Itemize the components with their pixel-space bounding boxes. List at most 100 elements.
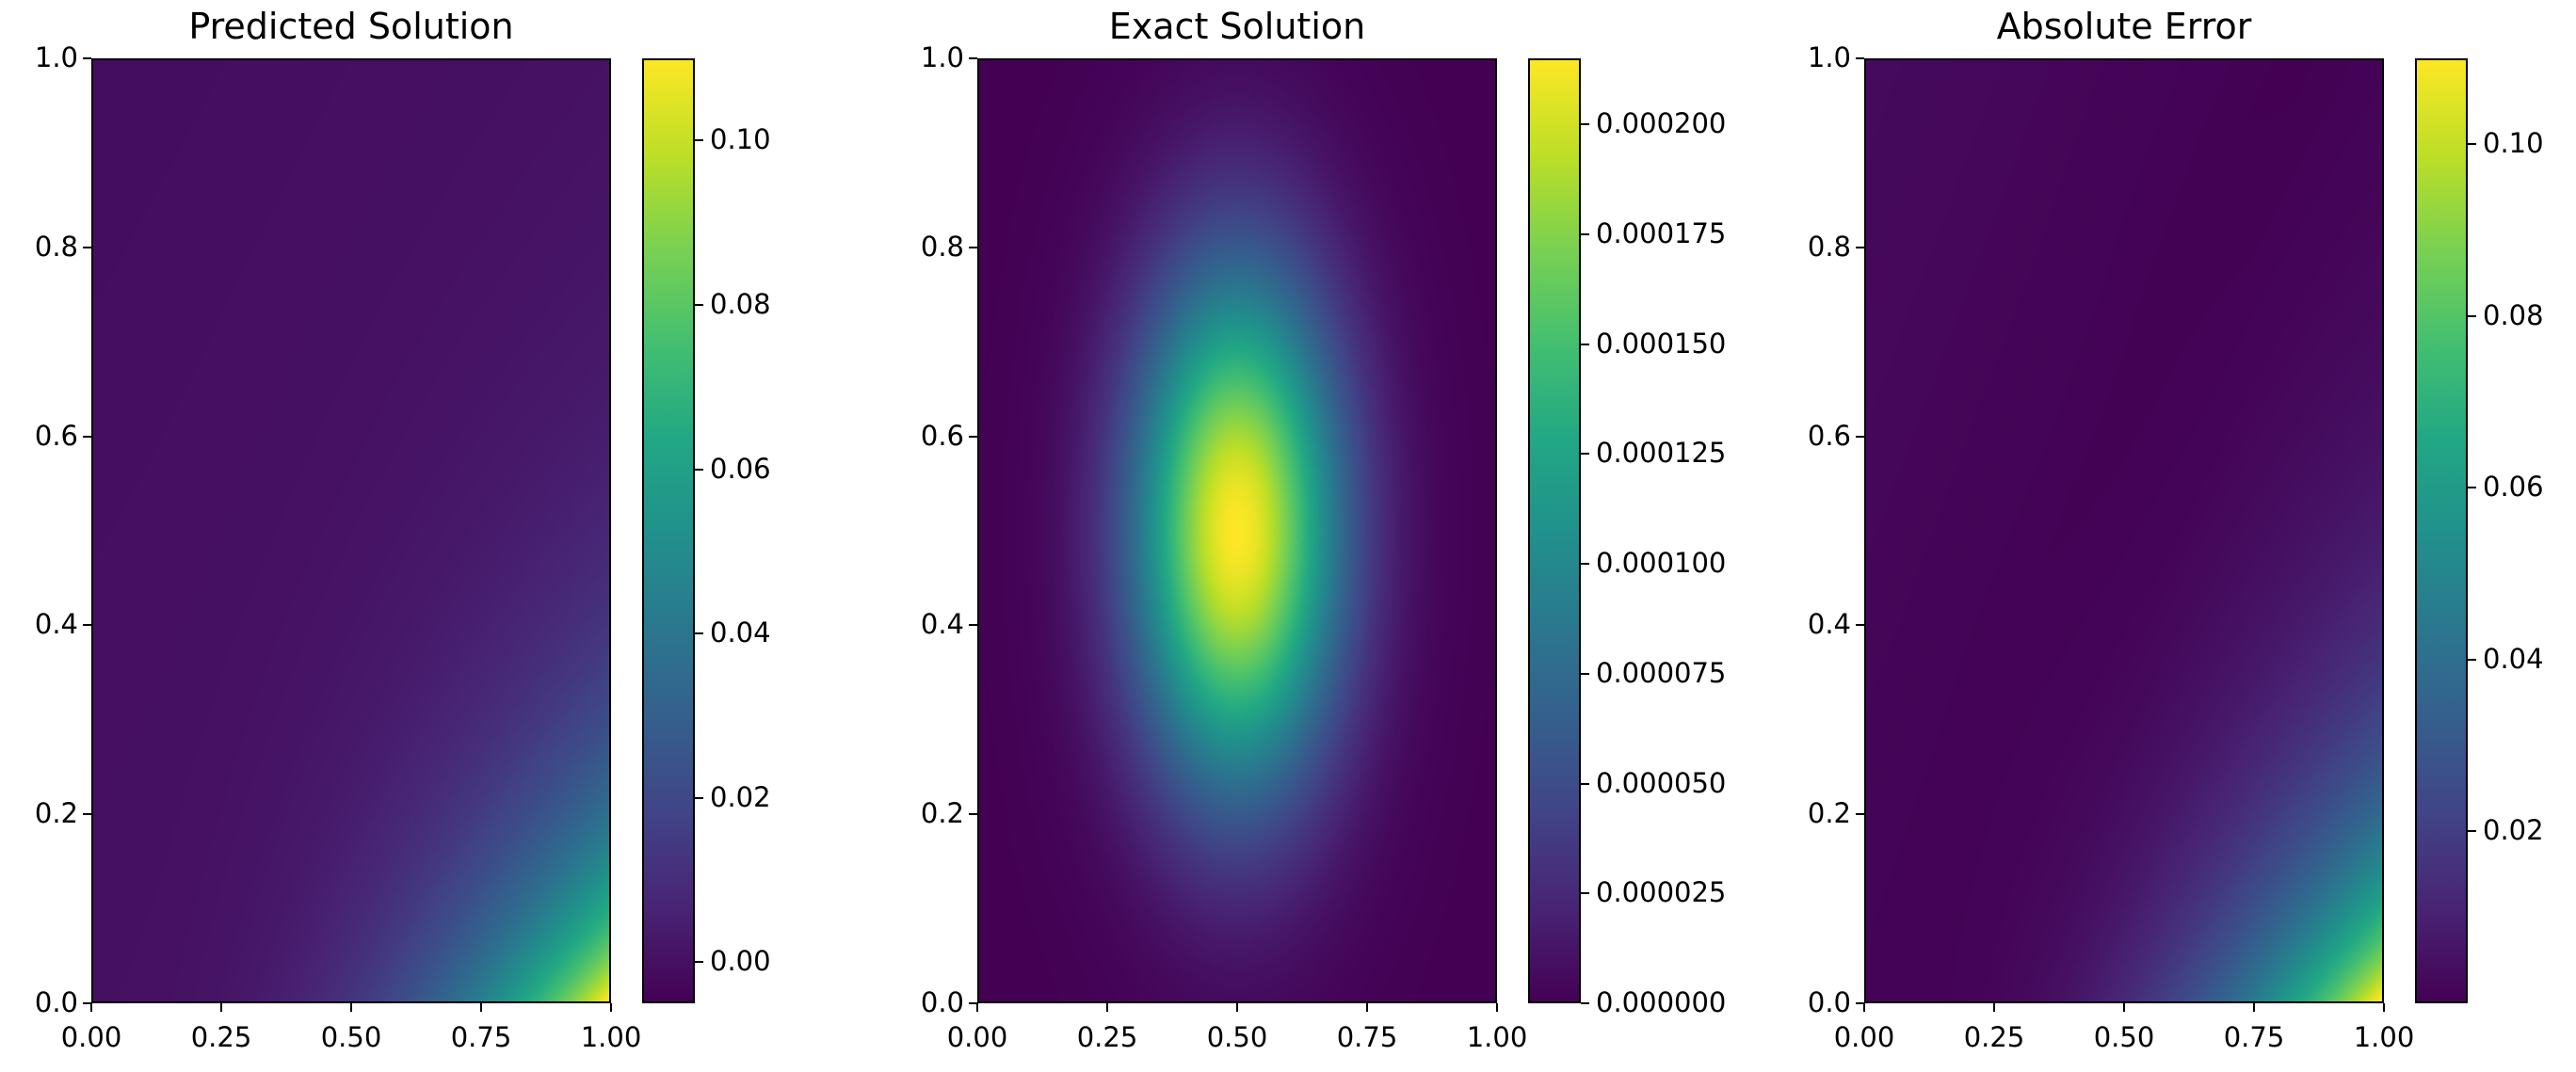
y-tick-mark — [969, 813, 977, 816]
y-tick-label: 0.2 — [1807, 797, 1851, 830]
colorbar-tick-label: 0.000200 — [1596, 107, 1727, 140]
x-tick-mark — [480, 1003, 482, 1012]
x-tick-mark — [1993, 1003, 1995, 1012]
colorbar-tick-mark — [695, 139, 703, 142]
heatmap-plot-area — [91, 58, 611, 1003]
chart-title: Predicted Solution — [188, 6, 514, 47]
colorbar-tick-mark — [2468, 830, 2476, 833]
colorbar-tick-mark — [1581, 1002, 1589, 1004]
colorbar-tick-mark — [2468, 658, 2476, 661]
colorbar-tick-label: 0.04 — [2483, 642, 2544, 675]
y-tick-mark — [1856, 1002, 1864, 1004]
y-tick-mark — [969, 1002, 977, 1004]
colorbar-tick-label: 0.000150 — [1596, 327, 1727, 360]
y-tick-mark — [83, 246, 91, 248]
colorbar-tick-label: 0.10 — [710, 123, 771, 156]
x-tick-mark — [90, 1003, 92, 1012]
colorbar-tick-mark — [695, 796, 703, 799]
x-tick-label: 0.50 — [320, 1021, 382, 1053]
x-tick-label: 0.75 — [450, 1021, 512, 1053]
x-tick-label: 0.00 — [60, 1021, 122, 1053]
colorbar-tick-label: 0.000175 — [1596, 216, 1727, 249]
x-tick-label: 0.25 — [190, 1021, 252, 1053]
colorbar-tick-label: 0.000000 — [1596, 986, 1727, 1018]
x-tick-mark — [1366, 1003, 1368, 1012]
colorbar — [642, 58, 695, 1003]
colorbar-tick-label: 0.02 — [710, 780, 771, 813]
y-tick-mark — [969, 624, 977, 627]
colorbar-tick-mark — [1581, 343, 1589, 345]
y-tick-label: 0.4 — [920, 608, 964, 641]
y-tick-label: 0.6 — [34, 419, 78, 452]
colorbar-tick-label: 0.06 — [2483, 471, 2544, 504]
y-tick-mark — [83, 624, 91, 627]
y-tick-label: 0.2 — [920, 797, 964, 830]
colorbar-tick-label: 0.06 — [710, 452, 771, 485]
x-tick-label: 0.00 — [946, 1021, 1008, 1053]
colorbar — [2415, 58, 2468, 1003]
colorbar-tick-mark — [1581, 123, 1589, 126]
y-tick-label: 0.0 — [34, 986, 78, 1018]
y-tick-mark — [969, 435, 977, 438]
y-tick-mark — [1856, 246, 1864, 248]
y-tick-label: 0.4 — [1807, 608, 1851, 641]
x-tick-mark — [1496, 1003, 1498, 1012]
y-tick-mark — [969, 57, 977, 59]
x-tick-mark — [220, 1003, 222, 1012]
y-tick-label: 0.8 — [34, 230, 78, 263]
colorbar-tick-mark — [695, 468, 703, 471]
y-tick-label: 1.0 — [1807, 41, 1851, 73]
y-tick-label: 0.4 — [34, 608, 78, 641]
heatmap-image — [979, 60, 1495, 1001]
colorbar-tick-label: 0.02 — [2483, 814, 2544, 847]
colorbar-tick-mark — [2468, 314, 2476, 317]
x-tick-label: 1.00 — [2353, 1021, 2415, 1053]
x-tick-mark — [1863, 1003, 1865, 1012]
colorbar-tick-mark — [2468, 143, 2476, 146]
colorbar-tick-label: 0.00 — [710, 945, 771, 978]
x-tick-label: 0.50 — [2093, 1021, 2155, 1053]
y-tick-label: 0.0 — [920, 986, 964, 1018]
y-tick-mark — [83, 57, 91, 59]
colorbar-tick-mark — [2468, 487, 2476, 489]
colorbar-tick-label: 0.04 — [710, 616, 771, 649]
colorbar-tick-label: 0.08 — [710, 287, 771, 320]
chart-title: Absolute Error — [1996, 6, 2252, 47]
chart-title: Exact Solution — [1108, 6, 1366, 47]
y-tick-label: 0.6 — [1807, 419, 1851, 452]
x-tick-mark — [2123, 1003, 2125, 1012]
colorbar-tick-mark — [1581, 672, 1589, 675]
x-tick-mark — [610, 1003, 612, 1012]
y-tick-mark — [1856, 624, 1864, 627]
x-tick-mark — [2383, 1003, 2385, 1012]
colorbar-tick-mark — [1581, 892, 1589, 895]
x-tick-label: 0.75 — [1336, 1021, 1398, 1053]
colorbar-tick-label: 0.000100 — [1596, 547, 1727, 580]
heatmap-plot-area — [977, 58, 1497, 1003]
x-tick-label: 1.00 — [580, 1021, 642, 1053]
y-tick-label: 1.0 — [34, 41, 78, 73]
heatmap-image — [1866, 60, 2382, 1001]
x-tick-mark — [1106, 1003, 1108, 1012]
colorbar-tick-mark — [695, 961, 703, 964]
y-tick-label: 0.2 — [34, 797, 78, 830]
colorbar-tick-mark — [1581, 453, 1589, 456]
y-tick-mark — [1856, 435, 1864, 438]
y-tick-mark — [969, 246, 977, 248]
x-tick-mark — [350, 1003, 352, 1012]
colorbar-tick-mark — [695, 303, 703, 306]
heatmap-plot-area — [1864, 58, 2384, 1003]
y-tick-label: 0.8 — [1807, 230, 1851, 263]
x-tick-label: 0.00 — [1833, 1021, 1895, 1053]
colorbar-tick-label: 0.08 — [2483, 298, 2544, 331]
colorbar-tick-label: 0.000050 — [1596, 766, 1727, 799]
x-tick-label: 0.75 — [2223, 1021, 2285, 1053]
x-tick-mark — [1236, 1003, 1238, 1012]
y-tick-label: 0.8 — [920, 230, 964, 263]
x-tick-mark — [976, 1003, 978, 1012]
y-tick-mark — [83, 813, 91, 816]
x-tick-mark — [2253, 1003, 2255, 1012]
x-tick-label: 0.50 — [1206, 1021, 1268, 1053]
colorbar-tick-label: 0.000125 — [1596, 437, 1727, 470]
colorbar — [1528, 58, 1581, 1003]
